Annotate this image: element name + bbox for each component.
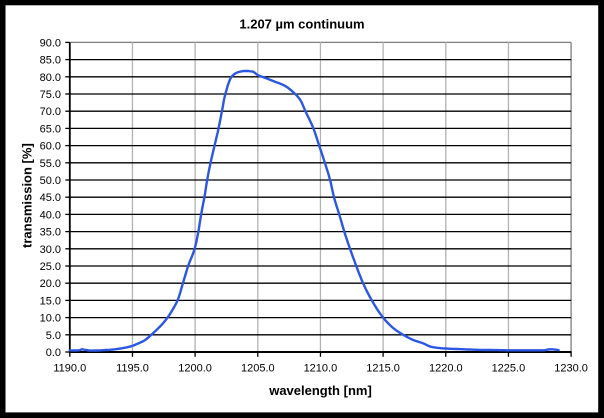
svg-text:30.0: 30.0 bbox=[40, 244, 61, 256]
svg-text:70.0: 70.0 bbox=[40, 106, 61, 118]
svg-text:1205.0: 1205.0 bbox=[241, 362, 275, 374]
svg-text:40.0: 40.0 bbox=[40, 209, 61, 221]
svg-text:75.0: 75.0 bbox=[40, 89, 61, 101]
svg-text:1210.0: 1210.0 bbox=[304, 362, 338, 374]
svg-text:25.0: 25.0 bbox=[40, 261, 61, 273]
svg-text:wavelength [nm]: wavelength [nm] bbox=[268, 383, 372, 398]
svg-text:1195.0: 1195.0 bbox=[116, 362, 149, 374]
svg-text:5.0: 5.0 bbox=[46, 330, 61, 342]
svg-text:15.0: 15.0 bbox=[40, 295, 61, 307]
svg-text:85.0: 85.0 bbox=[40, 55, 61, 67]
svg-text:65.0: 65.0 bbox=[40, 123, 61, 135]
svg-text:50.0: 50.0 bbox=[40, 175, 61, 187]
svg-text:1215.0: 1215.0 bbox=[366, 362, 400, 374]
svg-text:35.0: 35.0 bbox=[40, 227, 61, 239]
svg-text:90.0: 90.0 bbox=[40, 37, 61, 49]
svg-text:20.0: 20.0 bbox=[40, 278, 61, 290]
svg-text:1200.0: 1200.0 bbox=[178, 362, 212, 374]
svg-text:10.0: 10.0 bbox=[40, 313, 61, 325]
svg-text:45.0: 45.0 bbox=[40, 192, 61, 204]
svg-text:55.0: 55.0 bbox=[40, 158, 61, 170]
svg-text:1230.0: 1230.0 bbox=[554, 362, 588, 374]
svg-text:0.0: 0.0 bbox=[46, 347, 61, 359]
svg-text:1225.0: 1225.0 bbox=[492, 362, 526, 374]
svg-text:1220.0: 1220.0 bbox=[429, 362, 463, 374]
svg-text:80.0: 80.0 bbox=[40, 72, 61, 84]
svg-text:1190.0: 1190.0 bbox=[53, 362, 86, 374]
svg-text:1.207 µm continuum: 1.207 µm continuum bbox=[239, 16, 364, 31]
svg-text:60.0: 60.0 bbox=[40, 141, 61, 153]
svg-text:transmission [%]: transmission [%] bbox=[19, 143, 34, 248]
